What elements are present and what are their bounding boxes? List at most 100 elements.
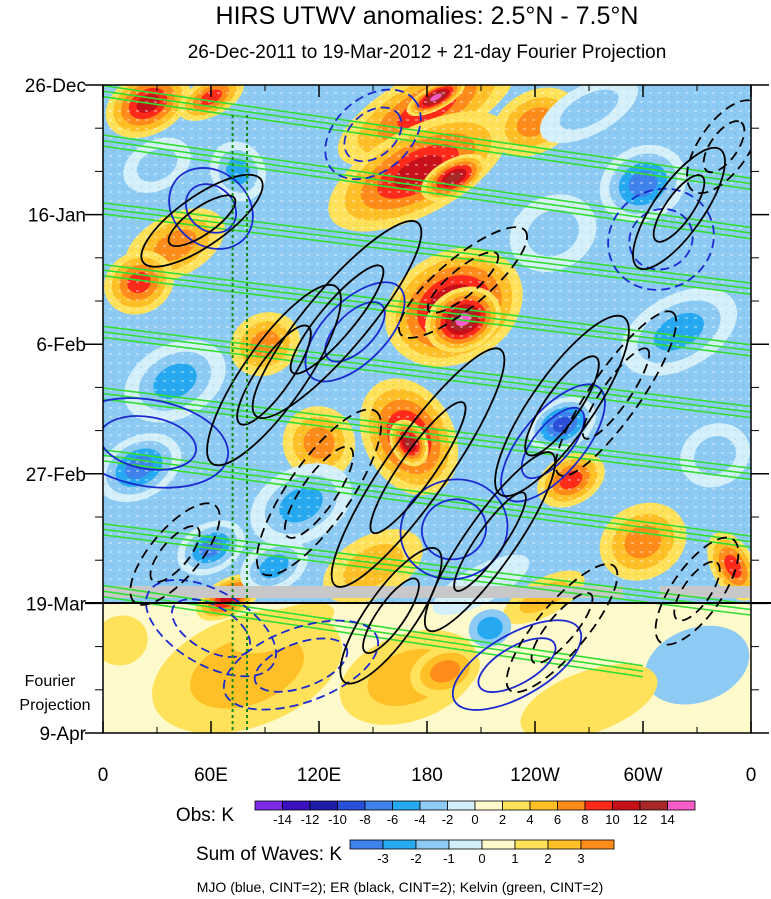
colorbar-tick-label: 1	[511, 851, 518, 866]
colorbar-tick-label: 4	[526, 812, 533, 827]
colorbar-tick-label: -3	[377, 851, 389, 866]
colorbar-box	[612, 800, 641, 811]
colorbar-box	[309, 800, 338, 811]
x-tick-label: 60W	[623, 765, 662, 786]
projection-label-line1: Fourier	[25, 673, 76, 690]
colorbar-box	[349, 839, 384, 850]
kelvin-contour	[103, 134, 751, 229]
er-contour	[167, 194, 237, 247]
x-tick-label: 0	[746, 765, 757, 786]
kelvin-contour	[103, 460, 751, 549]
colorbar-box	[547, 839, 582, 850]
er-contour	[632, 146, 726, 270]
colorbar-box	[639, 800, 668, 811]
er-contour	[251, 220, 423, 419]
er-contour	[339, 546, 443, 685]
kelvin-contour	[103, 398, 751, 481]
er-contour	[255, 408, 383, 577]
kelvin-contour	[103, 595, 644, 678]
er-contour	[236, 324, 312, 426]
er-contour	[654, 536, 740, 646]
projection-field	[103, 602, 750, 733]
y-tick-label: 16-Jan	[28, 206, 86, 227]
y-tick-label: 27-Feb	[26, 465, 86, 486]
contour-legend: MJO (blue, CINT=2); ER (black, CINT=2); …	[197, 879, 604, 895]
kelvin-contour	[103, 213, 751, 296]
y-tick-label: 26-Dec	[25, 76, 86, 97]
kelvin-contour	[103, 534, 751, 616]
er-contour	[673, 560, 721, 622]
kelvin-contour	[103, 325, 751, 408]
reference-lines	[231, 115, 248, 733]
colorbar-box	[382, 839, 417, 850]
mjo-contours	[103, 88, 715, 711]
colorbar-box	[364, 800, 393, 811]
missing-data-band	[660, 586, 751, 598]
kelvin-contour	[103, 336, 751, 419]
er-contour	[702, 120, 746, 174]
mjo-contour	[399, 478, 509, 581]
er-contour	[505, 563, 619, 694]
colorbar-tick-label: 8	[581, 812, 588, 827]
colorbar-tick-label: 10	[605, 812, 619, 827]
kelvin-contour	[103, 528, 751, 611]
kelvin-contour	[103, 522, 751, 605]
colorbar-tick-label: -10	[328, 812, 347, 827]
colorbar-tick-label: -6	[387, 812, 399, 827]
er-contour	[140, 173, 264, 268]
colorbar-box	[481, 839, 516, 850]
chart-title: HIRS UTWV anomalies: 2.5°N - 7.5°N	[216, 2, 639, 30]
colorbar-box	[282, 800, 311, 811]
colorbar-box	[667, 800, 696, 811]
colorbar-tick-label: -1	[443, 851, 455, 866]
colorbar-box	[447, 800, 476, 811]
colorbar-tick-label: -2	[410, 851, 422, 866]
colorbar-box	[584, 800, 613, 811]
colorbar-box	[529, 800, 558, 811]
mjo-contour	[171, 598, 251, 658]
colorbar-box	[502, 800, 531, 811]
waves-colorbar: -3 -2 -1 0 1 2 3	[349, 839, 615, 866]
projection-patch	[477, 616, 503, 640]
x-axis: 0 60E 120E 180 120W 60W 0	[98, 85, 757, 786]
texture-overlay	[103, 85, 751, 603]
waves-colorbar-label: Sum of Waves: K	[196, 844, 342, 865]
kelvin-contour	[103, 207, 751, 290]
colorbar-box	[337, 800, 366, 811]
er-contour	[530, 591, 594, 665]
colorbar-box	[474, 800, 503, 811]
mjo-contour	[324, 88, 422, 181]
kelvin-contour	[103, 263, 751, 346]
er-contour	[330, 347, 506, 588]
colorbar-tick-label: 0	[471, 812, 478, 827]
projection-patch	[430, 660, 460, 683]
colorbar-tick-label: 6	[554, 812, 561, 827]
colorbar-tick-label: -12	[301, 812, 320, 827]
missing-data-band	[103, 586, 623, 598]
kelvin-contour	[103, 392, 751, 475]
kelvin-contour	[103, 331, 751, 413]
colorbar-tick-label: 14	[660, 812, 674, 827]
colorbar-tick-label: 2	[499, 812, 506, 827]
y-tick-label: 6-Feb	[36, 335, 86, 356]
mjo-contour	[343, 106, 403, 163]
chart-subtitle: 26-Dec-2011 to 19-Mar-2012 + 21-day Four…	[188, 42, 667, 63]
kelvin-contour	[103, 454, 751, 543]
kelvin-contour	[103, 274, 751, 357]
mjo-contour	[145, 578, 277, 678]
obs-colorbar-label: Obs: K	[176, 805, 234, 826]
x-tick-label: 0	[98, 765, 109, 786]
colorbar-tick-label: 0	[478, 851, 485, 866]
obs-colorbar: -14 -12 -10 -8 -6 -4 -2 0 2 4 6 8 10 12 14	[254, 800, 696, 827]
plot-area	[103, 85, 751, 733]
kelvin-contour	[103, 269, 751, 352]
mjo-contour	[477, 637, 557, 693]
er-contour	[289, 264, 385, 375]
colorbar-box	[448, 839, 483, 850]
colorbar-box	[419, 800, 448, 811]
er-contour	[206, 283, 342, 467]
er-contour	[369, 401, 467, 535]
er-contour	[283, 445, 355, 539]
colorbar-tick-label: -2	[442, 812, 454, 827]
